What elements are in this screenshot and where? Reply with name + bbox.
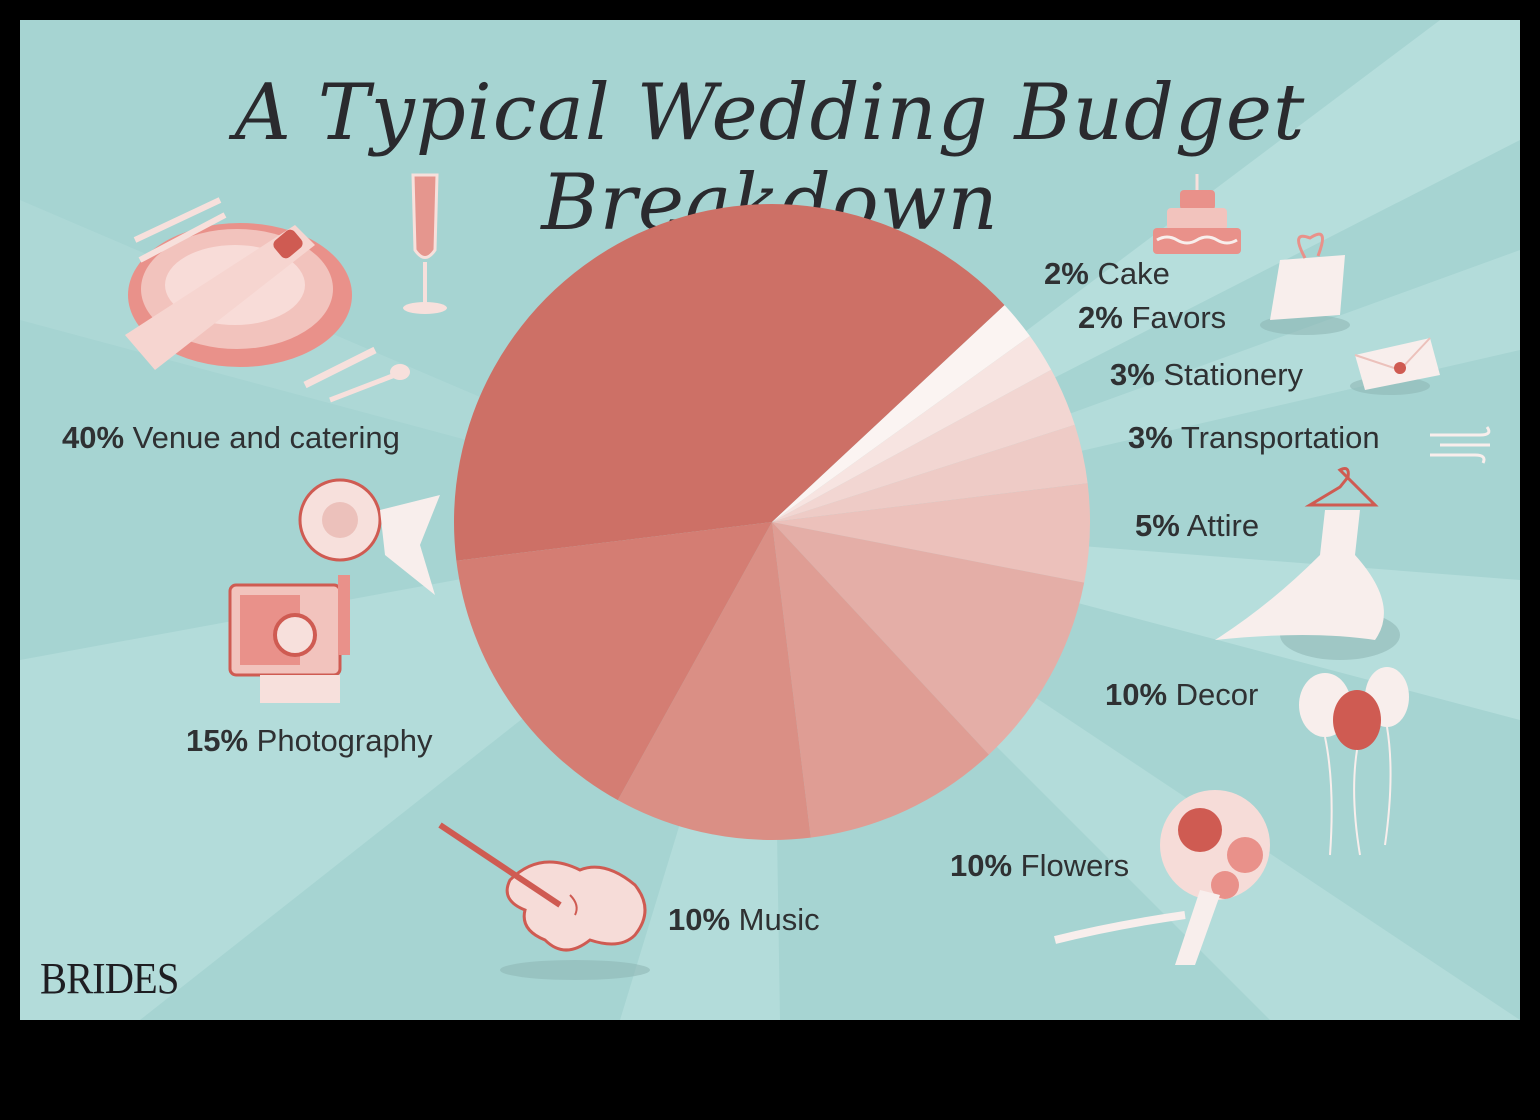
pie-slice-photography [456, 522, 772, 801]
pie-slice-music [617, 522, 811, 840]
gift-bag-icon [1260, 232, 1350, 335]
cake-icon [1153, 174, 1241, 254]
pie-slice-attire [772, 483, 1090, 583]
infographic-frame: A Typical Wedding Budget Breakdown 40% V… [20, 20, 1520, 1020]
pie-slice-favors [772, 335, 1052, 522]
pie-slice-stationery [772, 369, 1075, 522]
wind-icon [1430, 426, 1491, 464]
violin-icon [438, 822, 650, 980]
label-decor: 10% Decor [1105, 677, 1259, 712]
label-favors: 2% Favors [1078, 300, 1227, 335]
brides-logo: BRIDES [40, 954, 179, 1003]
pie-slice-cake [772, 305, 1030, 522]
label-stationery: 3% Stationery [1110, 357, 1304, 392]
camera-icon [228, 478, 440, 703]
pie-slice-flowers [772, 522, 989, 838]
label-flowers: 10% Flowers [950, 848, 1130, 883]
label-venue: 40% Venue and catering [62, 420, 400, 455]
label-music: 10% Music [668, 902, 820, 937]
label-photography: 15% Photography [186, 723, 433, 758]
label-attire: 5% Attire [1135, 508, 1260, 543]
envelope-icon [1350, 337, 1440, 395]
place-setting-icon [125, 197, 410, 403]
balloons-icon [1299, 667, 1409, 856]
pie-slice-venue-and-catering [454, 203, 1005, 561]
pie-slice-transportation [772, 424, 1088, 522]
wedding-dress-icon [1215, 467, 1400, 660]
label-transportation: 3% Transportation [1128, 420, 1380, 455]
pie-chart [454, 203, 1090, 840]
champagne-glass-icon [403, 173, 447, 314]
pie-slice-decor [772, 522, 1085, 755]
bouquet-icon [1054, 790, 1270, 965]
label-cake: 2% Cake [1044, 256, 1170, 291]
